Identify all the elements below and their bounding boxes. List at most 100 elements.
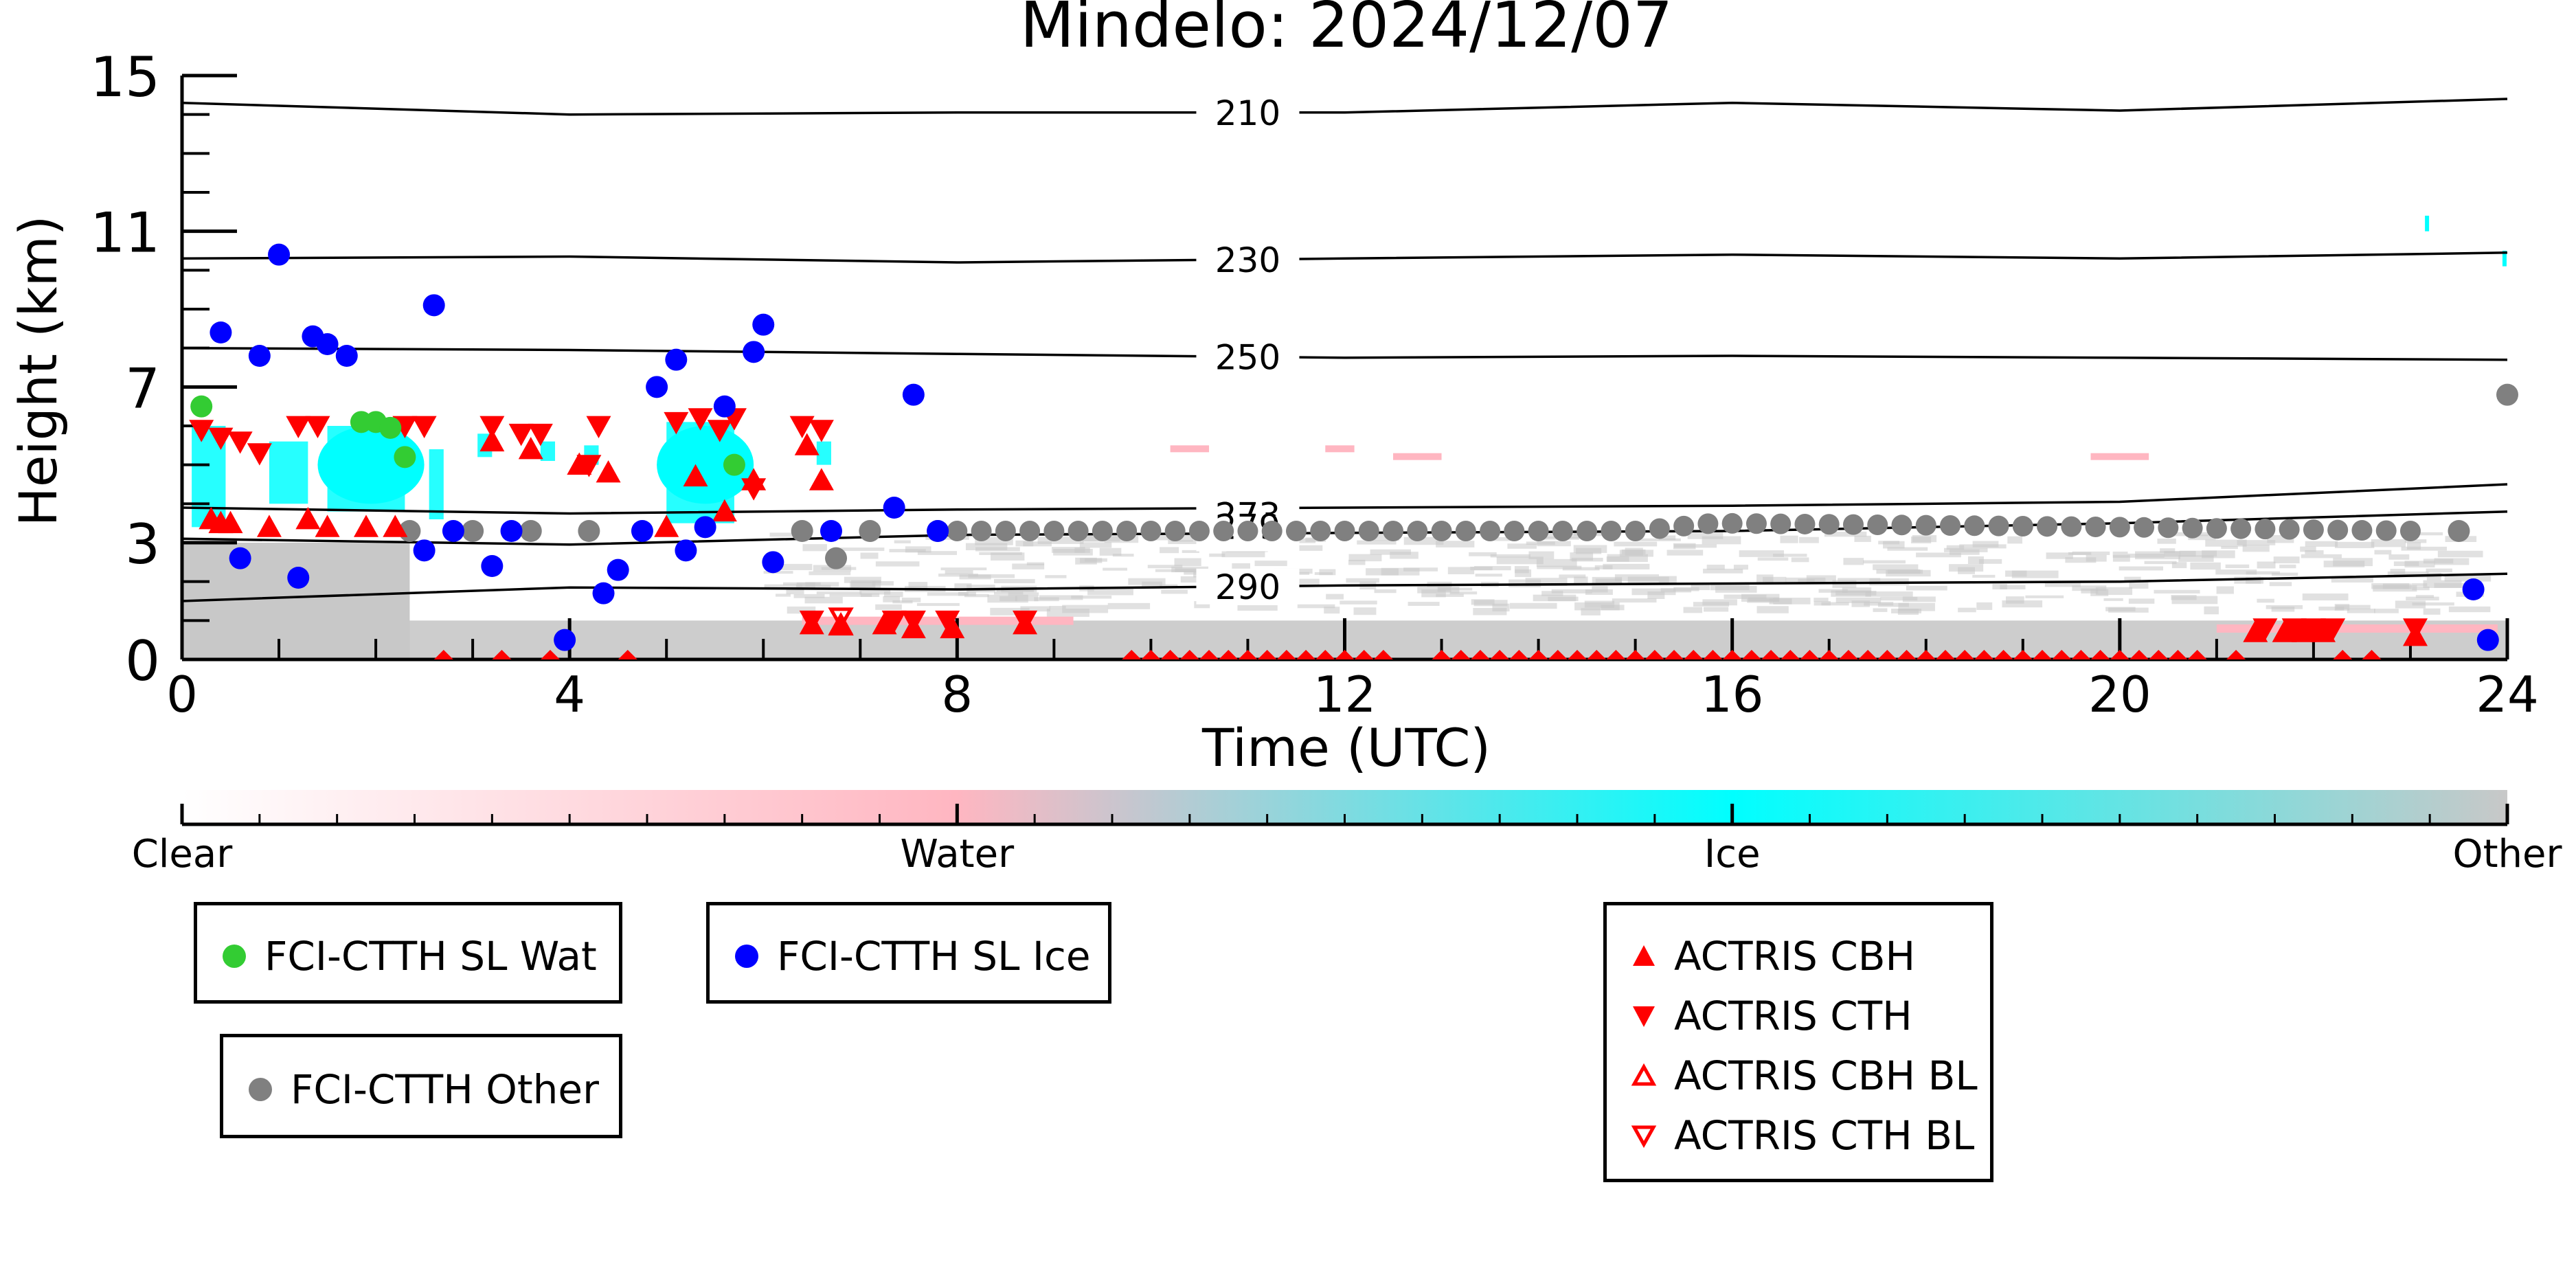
cloud-speckle	[1537, 565, 1582, 569]
surface-cbh-marker	[1122, 650, 1142, 659]
cloud-speckle	[1254, 561, 1287, 567]
cloud-speckle	[1160, 547, 1179, 554]
fci-ice-point	[316, 333, 339, 355]
isotherm-label-bg	[1196, 568, 1300, 605]
cloud-speckle	[1541, 591, 1563, 596]
fci-other-point	[2399, 521, 2421, 541]
cloud-speckle	[2401, 546, 2448, 551]
cloud-speckle	[2002, 600, 2043, 608]
surface-cbh-marker	[1451, 650, 1471, 659]
cloud-speckle	[1473, 608, 1507, 615]
fci-other-point	[2061, 516, 2082, 537]
cloud-speckle	[1221, 549, 1265, 558]
green-circle-icon	[214, 942, 255, 970]
cloud-speckle	[894, 540, 911, 544]
fci-other-point	[1552, 521, 1573, 541]
isotherm-label-bg	[1196, 94, 1300, 131]
cloud-speckle	[2404, 561, 2435, 568]
actris-cbh-point	[479, 429, 505, 452]
isotherm-label: 290	[1215, 567, 1280, 607]
cloud-speckle	[2390, 569, 2406, 574]
cloud-speckle	[1037, 536, 1084, 544]
cloud-speckle	[1020, 606, 1051, 612]
cloud-speckle	[2128, 598, 2155, 604]
surface-cbh-marker	[2149, 650, 2169, 659]
cloud-speckle	[2426, 568, 2452, 573]
actris-cth-point	[707, 420, 732, 442]
surface-cbh-marker	[1935, 650, 1955, 659]
cloud-speckle	[2423, 558, 2454, 564]
cloud-speckle	[1631, 588, 1676, 596]
actris-cth-point	[664, 411, 689, 435]
cloud-speckle	[954, 583, 972, 589]
fci-other-point	[2375, 520, 2397, 541]
fci-other-point	[1334, 521, 1355, 541]
ice-cloud-patch	[540, 441, 556, 461]
fci-ice-point	[743, 341, 765, 363]
ice-cloud-patch	[2425, 216, 2430, 231]
actris-cth-point	[227, 431, 253, 454]
surface-cbh-marker	[2187, 650, 2207, 659]
surface-cbh-marker	[618, 650, 637, 659]
cloud-speckle	[2302, 593, 2349, 601]
cloud-speckle	[1967, 556, 1984, 565]
ice-cloud-patch	[269, 441, 308, 504]
cloud-speckle	[2374, 550, 2392, 555]
fci-other-point	[1745, 513, 1767, 534]
cloud-speckle	[1161, 589, 1188, 594]
actris-cbh-bl-point	[828, 613, 854, 636]
cloud-speckle	[2412, 583, 2428, 587]
cloud-speckle	[1972, 541, 1999, 547]
fci-other-point	[1164, 521, 1186, 541]
cloud-speckle	[2112, 551, 2128, 558]
fci-wat-point	[394, 446, 416, 468]
cloud-speckle	[2144, 561, 2177, 565]
surface-cbh-marker	[1276, 650, 1296, 659]
surface-cbh-marker	[2362, 650, 2382, 659]
cloud-speckle	[1575, 547, 1602, 554]
cloud-speckle	[1959, 544, 2007, 549]
cloud-speckle	[2407, 542, 2421, 550]
actris-cbh-point	[940, 615, 965, 639]
water-cloud-patch	[1170, 445, 1210, 453]
fci-other-point	[1261, 521, 1283, 541]
cloud-speckle	[2272, 572, 2298, 576]
cloud-speckle	[1733, 565, 1748, 570]
actris-cbh-point	[712, 499, 737, 522]
cloud-speckle	[1703, 568, 1743, 574]
cloud-speckle	[2202, 550, 2235, 558]
cloud-speckle	[875, 561, 920, 567]
cloud-speckle	[990, 607, 1030, 615]
cloud-speckle	[2273, 556, 2300, 564]
cloud-speckle	[2225, 564, 2250, 569]
actris-cbh-point	[2311, 620, 2336, 642]
legend-box-actris: ACTRIS CBH ACTRIS CTH ACTRIS CBH BL ACTR…	[1603, 902, 1993, 1182]
cloud-speckle	[999, 596, 1017, 602]
cloud-speckle	[1763, 576, 1787, 585]
cloud-speckle	[1571, 557, 1603, 562]
y-tick-label: 0	[125, 629, 160, 693]
fci-other-point	[995, 521, 1016, 541]
legend-label: ACTRIS CBH	[1674, 933, 1916, 980]
cloud-speckle	[1614, 541, 1658, 547]
fci-other-point	[1310, 521, 1331, 541]
legend-item-cbh: ACTRIS CBH	[1607, 926, 1990, 986]
fci-ice-point	[413, 539, 436, 562]
actris-cth-point	[411, 416, 437, 438]
water-cloud-patch	[1393, 453, 1442, 460]
cloud-speckle	[2257, 561, 2276, 569]
actris-cth-point	[881, 610, 907, 633]
cloud-speckle	[2044, 582, 2081, 587]
fci-ice-point	[229, 547, 251, 569]
fci-ice-point	[762, 551, 784, 574]
cloud-speckle	[1691, 583, 1710, 591]
fci-other-point	[2109, 517, 2130, 538]
cloud-speckle	[1592, 586, 1608, 593]
fci-other-point	[1431, 521, 1452, 541]
fci-other-point	[1867, 514, 1888, 535]
cloud-speckle	[1526, 541, 1555, 545]
cloud-speckle	[1835, 597, 1882, 603]
fci-ice-point	[210, 321, 232, 343]
cloud-speckle	[1574, 576, 1588, 584]
cloud-speckle	[2412, 602, 2454, 606]
